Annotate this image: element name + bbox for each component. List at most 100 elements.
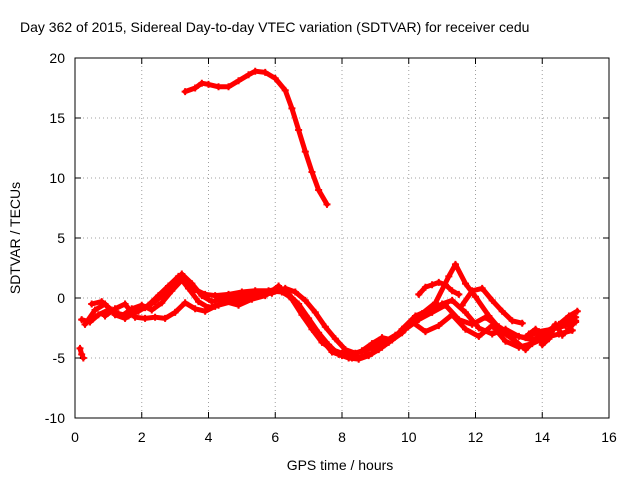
axes: 0 2 4 6 8 10 12 14 16 -10 -5 0 5 10 15 20 <box>45 50 617 445</box>
data-point <box>138 301 146 309</box>
data-point <box>573 307 581 315</box>
data-point <box>558 331 566 339</box>
data-point <box>275 282 283 290</box>
data-point <box>388 336 396 344</box>
x-tick-label: 4 <box>205 429 213 445</box>
data-point <box>355 355 363 363</box>
data-point <box>184 284 192 292</box>
data-point <box>94 311 102 319</box>
data-point <box>98 298 106 306</box>
data-point <box>508 331 516 339</box>
data-point <box>545 335 553 343</box>
data-point <box>498 307 506 315</box>
y-tick-label: 20 <box>49 50 65 66</box>
data-point <box>508 317 516 325</box>
data-point <box>572 317 580 325</box>
data-point <box>441 301 449 309</box>
data-point <box>475 332 483 340</box>
y-tick-label: 10 <box>49 170 65 186</box>
x-tick-label: 14 <box>534 429 550 445</box>
data-point <box>148 306 156 314</box>
data-point <box>198 79 206 87</box>
data-point <box>311 308 319 316</box>
x-tick-label: 2 <box>138 429 146 445</box>
data-point <box>538 341 546 349</box>
data-point <box>298 311 306 319</box>
x-tick-label: 8 <box>338 429 346 445</box>
data-point <box>301 296 309 304</box>
data-point <box>478 284 486 292</box>
data-point <box>151 313 159 321</box>
data-point <box>565 325 573 333</box>
series-fragment-a <box>76 344 87 362</box>
data-point <box>488 322 496 330</box>
x-tick-label: 0 <box>71 429 79 445</box>
data-point <box>378 334 386 342</box>
data-point <box>191 84 199 92</box>
data-point <box>331 335 339 343</box>
data-point <box>348 350 356 358</box>
data-point <box>428 281 436 289</box>
data-point <box>168 287 176 295</box>
grid <box>75 58 609 418</box>
data-point <box>78 316 86 324</box>
data-point <box>328 346 336 354</box>
data-point <box>248 295 256 303</box>
data-point <box>415 290 423 298</box>
data-point <box>288 295 296 303</box>
data-point <box>151 298 159 306</box>
data-point <box>208 298 216 306</box>
data-point <box>178 276 186 284</box>
data-point <box>188 280 196 288</box>
data-point <box>158 299 166 307</box>
data-point <box>194 298 202 306</box>
data-point <box>318 338 326 346</box>
data-point <box>211 292 219 300</box>
data-point <box>205 80 212 88</box>
data-point <box>171 308 179 316</box>
x-tick-label: 12 <box>468 429 484 445</box>
data-point <box>358 347 366 355</box>
data-point <box>215 83 223 91</box>
data-point <box>198 292 206 300</box>
data-point <box>398 329 406 337</box>
data-point <box>301 148 309 156</box>
data-point <box>415 316 423 324</box>
data-point <box>461 308 469 316</box>
data-point <box>515 343 523 351</box>
series-line <box>82 261 579 362</box>
data-point <box>448 296 456 304</box>
data-point <box>461 280 469 288</box>
data-point <box>472 293 479 301</box>
data-point <box>308 168 316 176</box>
data-point <box>191 305 199 313</box>
data-point <box>288 104 296 112</box>
chart-title: Day 362 of 2015, Sidereal Day-to-day VTE… <box>20 19 529 35</box>
data-point <box>365 352 373 360</box>
data-point <box>488 330 496 338</box>
data-point <box>161 314 169 322</box>
data-point <box>455 290 463 298</box>
data-point <box>441 281 449 289</box>
data-point <box>448 287 456 295</box>
data-point <box>181 299 189 307</box>
y-tick-label: -10 <box>45 410 65 426</box>
data-point <box>235 301 243 309</box>
data-point <box>235 77 243 85</box>
data-point <box>421 283 429 291</box>
series-track-4 <box>101 282 576 358</box>
data-point <box>81 320 89 328</box>
data-point <box>261 292 269 300</box>
data-point <box>528 340 536 348</box>
data-point <box>451 260 459 268</box>
data-point <box>518 319 526 327</box>
data-point <box>435 278 443 286</box>
data-point <box>435 322 443 330</box>
data-point <box>201 307 209 315</box>
data-point <box>375 346 383 354</box>
data-point <box>118 312 126 320</box>
data-point <box>323 200 331 208</box>
x-tick-label: 10 <box>401 429 417 445</box>
y-axis-title: SDTVAR / TECUs <box>7 182 23 294</box>
y-tick-label: 15 <box>49 110 65 126</box>
